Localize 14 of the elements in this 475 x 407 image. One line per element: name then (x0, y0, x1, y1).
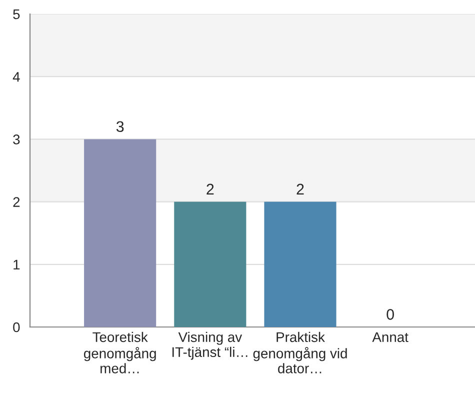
x-tick-label: Visning av IT-tjänst “li… (172, 332, 248, 360)
x-tick-label: Annat (372, 332, 408, 342)
data-label: 3 (116, 121, 124, 132)
y-tick-label: 2 (13, 197, 20, 207)
data-label: 2 (296, 184, 304, 194)
y-tick-label: 3 (13, 134, 20, 144)
y-tick-label: 5 (13, 9, 20, 20)
data-label: 0 (386, 308, 394, 320)
x-tick-label: Teoretisk genomgång med… (84, 332, 156, 374)
x-tick-label: Praktisk genomgång vid dator… (253, 332, 347, 374)
data-label: 2 (206, 184, 214, 194)
y-tick-label: 1 (14, 260, 20, 270)
y-tick-label: 4 (12, 72, 20, 82)
y-tick-label: 0 (13, 322, 20, 332)
